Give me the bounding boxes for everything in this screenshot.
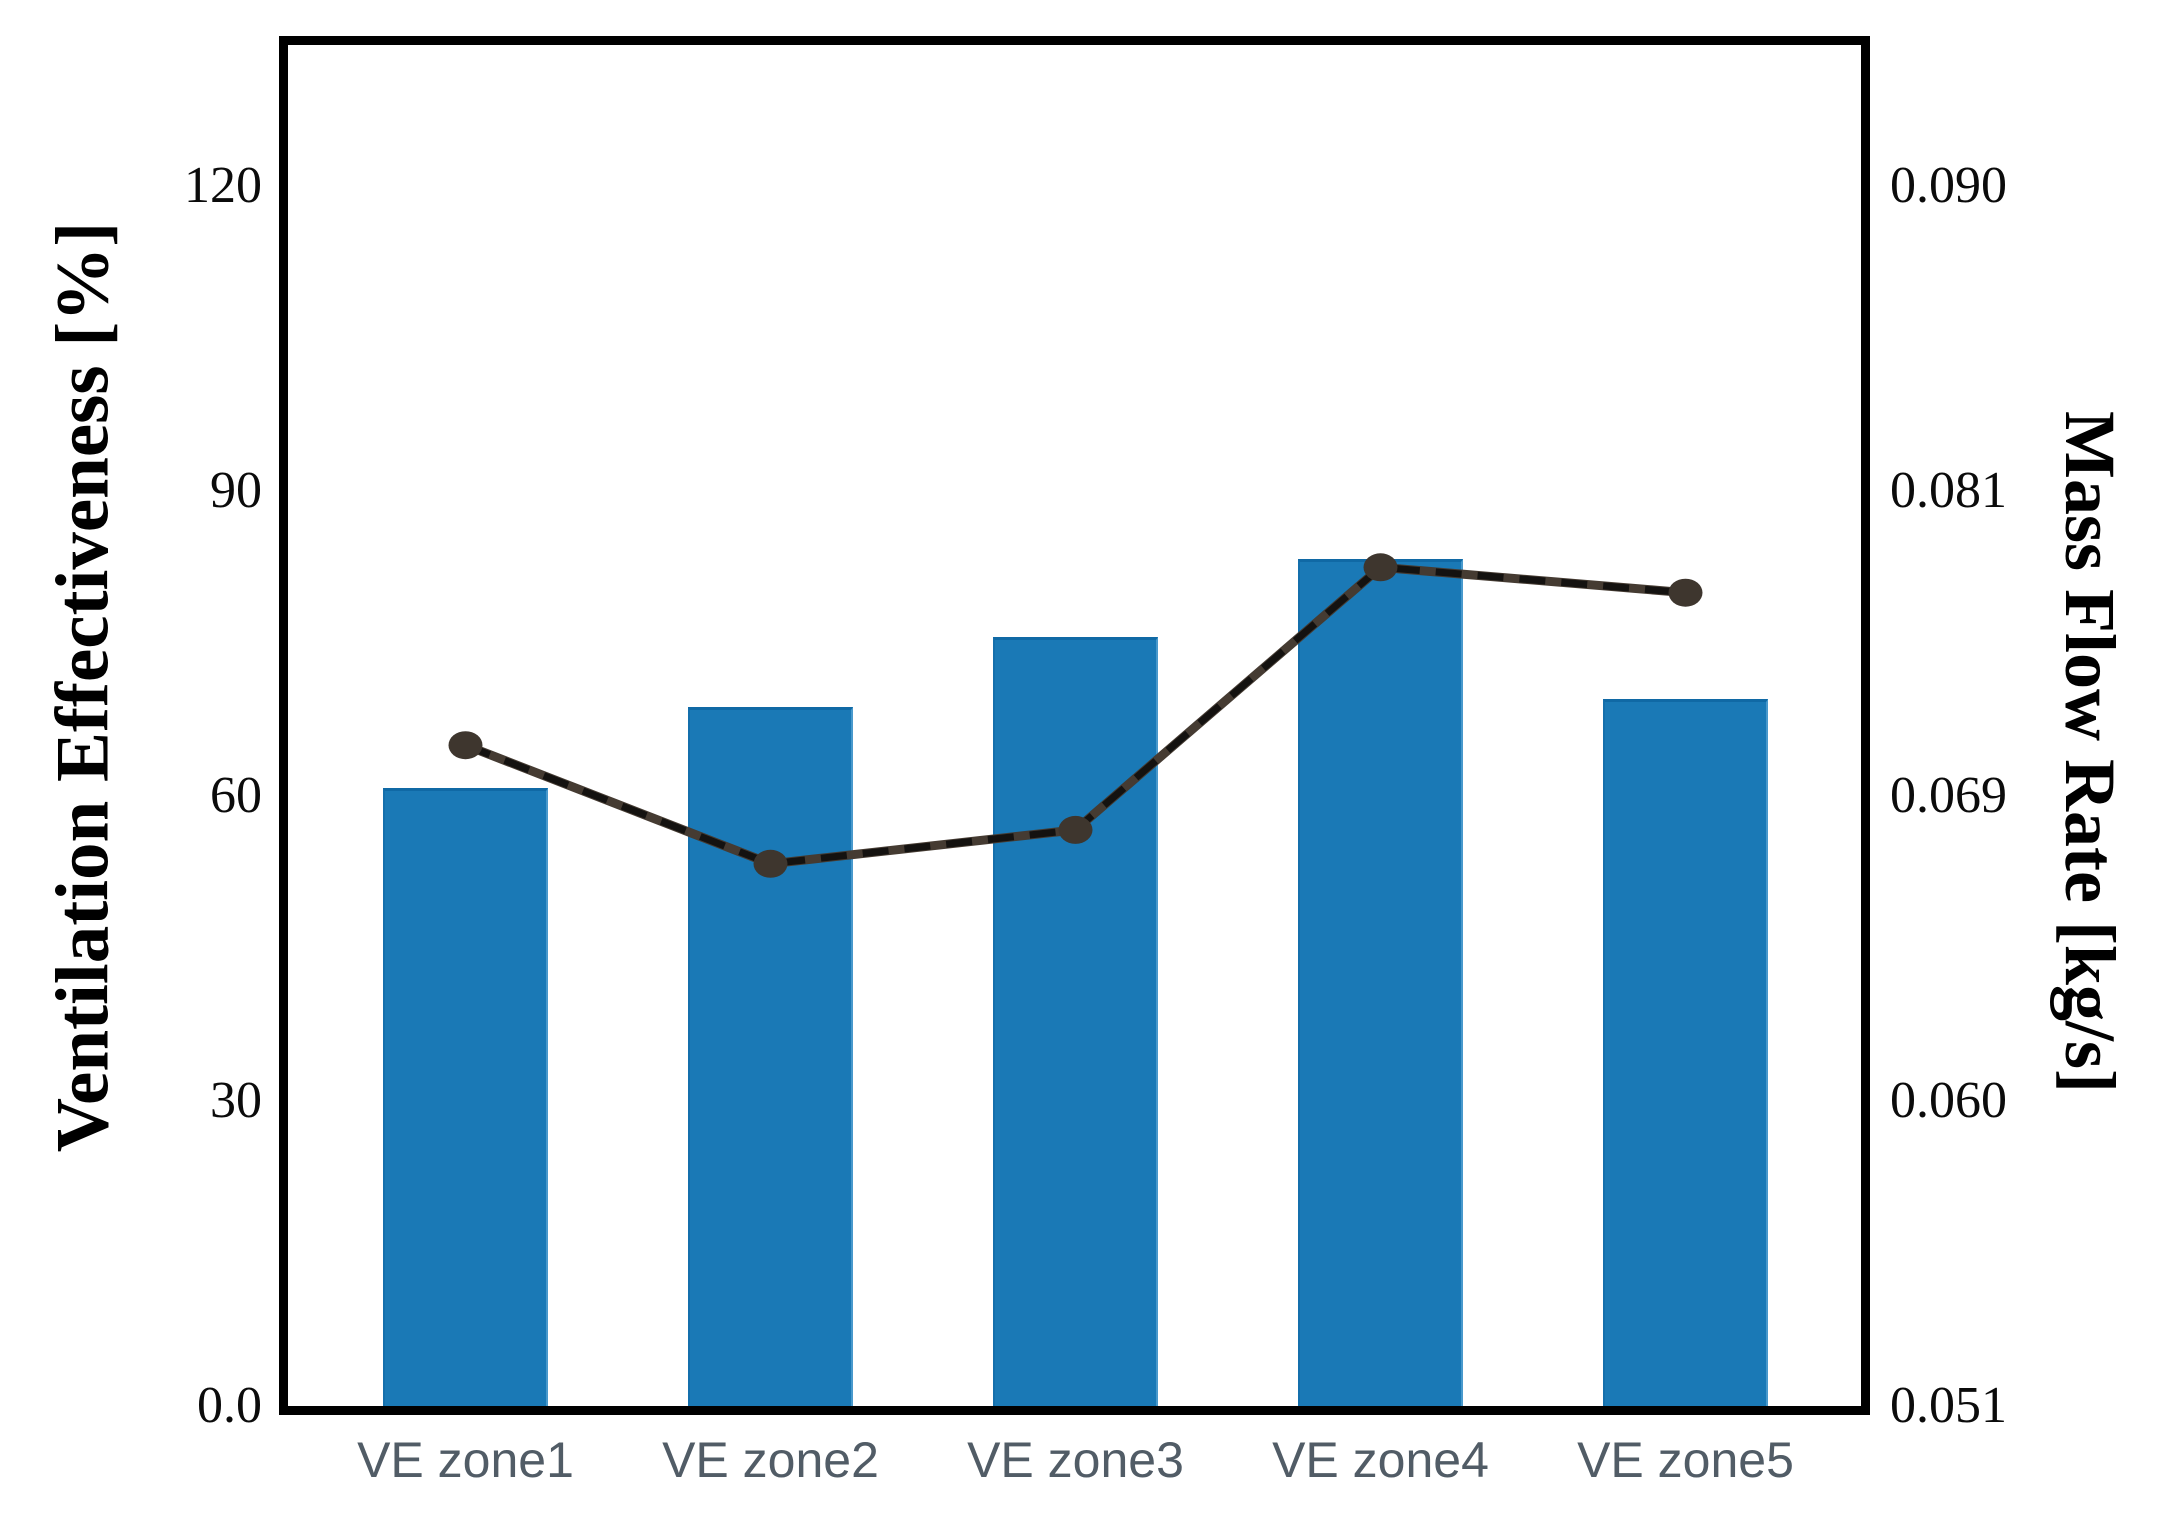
- x-axis-label: VE zone4: [1272, 1432, 1489, 1488]
- right-axis-tick: 0.060: [1890, 1072, 2007, 1129]
- bar-ve-zone2: [688, 707, 853, 1406]
- left-axis-tick: 120: [184, 157, 262, 214]
- bar-ve-zone4: [1298, 559, 1463, 1406]
- bar-ve-zone1: [383, 788, 548, 1406]
- line-point-ve-zone5: [1668, 578, 1703, 607]
- line-point-ve-zone2: [753, 849, 788, 878]
- left-axis-tick: 90: [210, 462, 262, 519]
- left-axis-tick: 0.0: [197, 1377, 262, 1434]
- bar-series: [288, 45, 1861, 1406]
- x-axis-label: VE zone1: [357, 1432, 574, 1488]
- line-point-ve-zone4: [1363, 553, 1398, 582]
- x-axis-label: VE zone3: [967, 1432, 1184, 1488]
- bar-ve-zone3: [993, 637, 1158, 1406]
- plot-frame: [279, 36, 1870, 1415]
- right-axis-tick: 0.081: [1890, 462, 2007, 519]
- right-axis-tick: 0.090: [1890, 157, 2007, 214]
- right-axis-title: Mass Flow Rate [kg/s]: [2050, 411, 2130, 1093]
- left-axis-tick: 30: [210, 1072, 262, 1129]
- x-axis-label: VE zone2: [662, 1432, 879, 1488]
- bar-ve-zone5: [1603, 699, 1768, 1406]
- line-series: [448, 553, 1703, 878]
- x-axis-label: VE zone5: [1577, 1432, 1794, 1488]
- right-axis-tick: 0.051: [1890, 1377, 2007, 1434]
- left-axis-tick: 60: [210, 767, 262, 824]
- left-axis-title: Ventilation Effectiveness [%]: [41, 221, 125, 1153]
- line-point-ve-zone1: [448, 731, 483, 760]
- line-point-ve-zone3: [1058, 815, 1093, 844]
- plot-area: [288, 45, 1861, 1406]
- right-axis-tick: 0.069: [1890, 767, 2007, 824]
